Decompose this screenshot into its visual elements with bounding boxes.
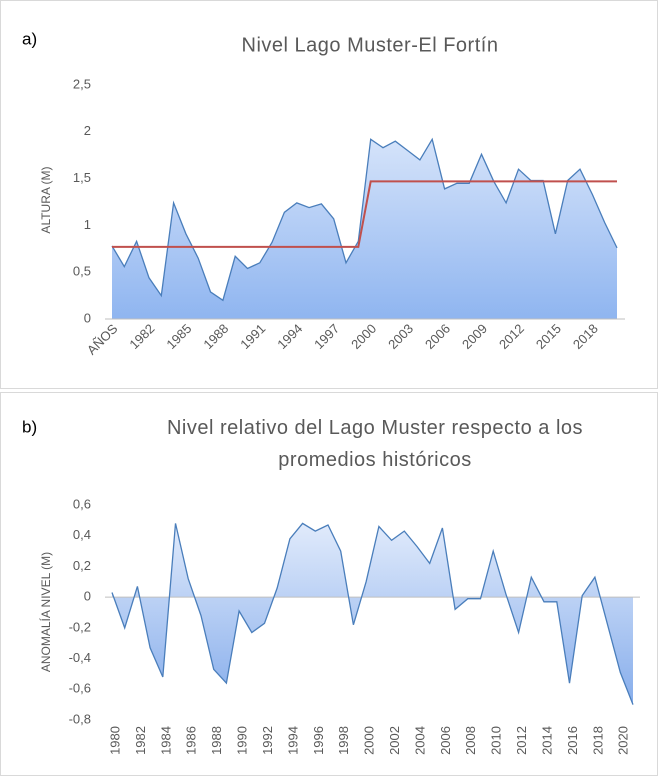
x-tick-label: 1990 <box>235 726 250 755</box>
x-tick-label: 1997 <box>311 321 342 352</box>
y-tick-label: 0,6 <box>73 496 91 511</box>
panel-label: a) <box>22 29 37 48</box>
x-tick-label: 2000 <box>362 726 377 755</box>
x-tick-label: 1988 <box>200 321 231 352</box>
x-tick-label: 2003 <box>385 321 416 352</box>
x-tick-label: 1982 <box>126 321 157 352</box>
y-tick-label: -0,4 <box>69 650 91 665</box>
x-tick-label: 1992 <box>260 726 275 755</box>
chart-title: Nivel Lago Muster-El Fortín <box>242 34 499 56</box>
x-tick-label: 1994 <box>274 321 305 352</box>
x-tick-label: 1982 <box>133 726 148 755</box>
x-tick-label: 1985 <box>163 321 194 352</box>
x-tick-label: 1998 <box>336 726 351 755</box>
x-tick-label: 1994 <box>285 726 300 755</box>
x-tick-label: 2002 <box>387 726 402 755</box>
x-tick-label: 2000 <box>348 321 379 352</box>
y-tick-label: -0,6 <box>69 681 91 696</box>
x-tick-label: 2006 <box>438 726 453 755</box>
y-tick-label: 2 <box>84 123 91 138</box>
y-tick-label: -0,2 <box>69 619 91 634</box>
x-tick-label: 2016 <box>565 726 580 755</box>
x-tick-label: 2018 <box>590 726 605 755</box>
panel-label: b) <box>22 417 37 436</box>
y-tick-label: 1 <box>84 217 91 232</box>
x-tick-label: 1986 <box>184 726 199 755</box>
y-tick-label: 1,5 <box>73 170 91 185</box>
x-tick-label: 2008 <box>463 726 478 755</box>
y-axis-label: ALTURA (M) <box>39 166 53 233</box>
y-tick-label: 0,5 <box>73 264 91 279</box>
x-tick-label: 2012 <box>514 726 529 755</box>
x-tick-label: 1996 <box>311 726 326 755</box>
x-tick-label: 1984 <box>158 726 173 755</box>
x-tick-label: 2015 <box>533 321 564 352</box>
series-line <box>112 180 617 248</box>
x-tick-label: 2006 <box>422 321 453 352</box>
y-tick-label: 0 <box>84 310 91 325</box>
x-tick-label: AÑOS <box>84 321 121 358</box>
x-tick-label: 1980 <box>107 726 122 755</box>
y-axis-label: ANOMALÍA NIVEL (M) <box>38 552 53 672</box>
x-tick-label: 2010 <box>489 726 504 755</box>
x-tick-label: 1991 <box>237 321 268 352</box>
x-tick-label: 1988 <box>209 726 224 755</box>
x-tick-label: 2020 <box>616 726 631 755</box>
series-line <box>111 522 634 705</box>
x-tick-label: 2014 <box>539 726 554 755</box>
x-tick-label: 2009 <box>459 321 490 352</box>
y-tick-label: 0 <box>84 589 91 604</box>
y-tick-label: -0,8 <box>69 711 91 726</box>
x-tick-label: 2018 <box>570 321 601 352</box>
x-tick-label: 2004 <box>412 726 427 755</box>
y-tick-label: 2,5 <box>73 76 91 91</box>
x-tick-label: 2012 <box>496 321 527 352</box>
area-fill <box>112 139 617 319</box>
area-fill <box>112 523 633 705</box>
y-tick-label: 0,4 <box>73 527 91 542</box>
chart-title: Nivel relativo del Lago Muster respecto … <box>166 417 584 471</box>
y-tick-label: 0,2 <box>73 558 91 573</box>
